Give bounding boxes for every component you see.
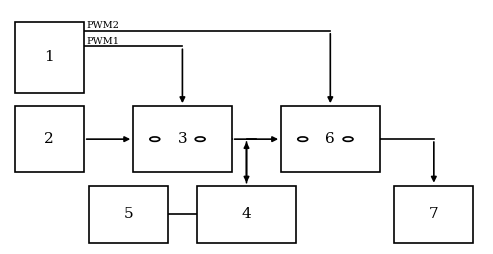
Text: 1: 1 xyxy=(44,51,54,65)
Bar xyxy=(197,185,296,243)
Text: 3: 3 xyxy=(177,132,187,146)
Bar xyxy=(15,106,84,172)
Text: 6: 6 xyxy=(325,132,335,146)
Bar xyxy=(133,106,232,172)
Text: 7: 7 xyxy=(429,207,439,221)
Bar xyxy=(394,185,473,243)
Bar xyxy=(281,106,380,172)
Text: PWM1: PWM1 xyxy=(86,37,119,46)
Text: 2: 2 xyxy=(44,132,54,146)
Bar xyxy=(89,185,168,243)
Bar xyxy=(15,22,84,93)
Text: PWM2: PWM2 xyxy=(86,21,119,30)
Text: 5: 5 xyxy=(123,207,133,221)
Text: 4: 4 xyxy=(242,207,251,221)
